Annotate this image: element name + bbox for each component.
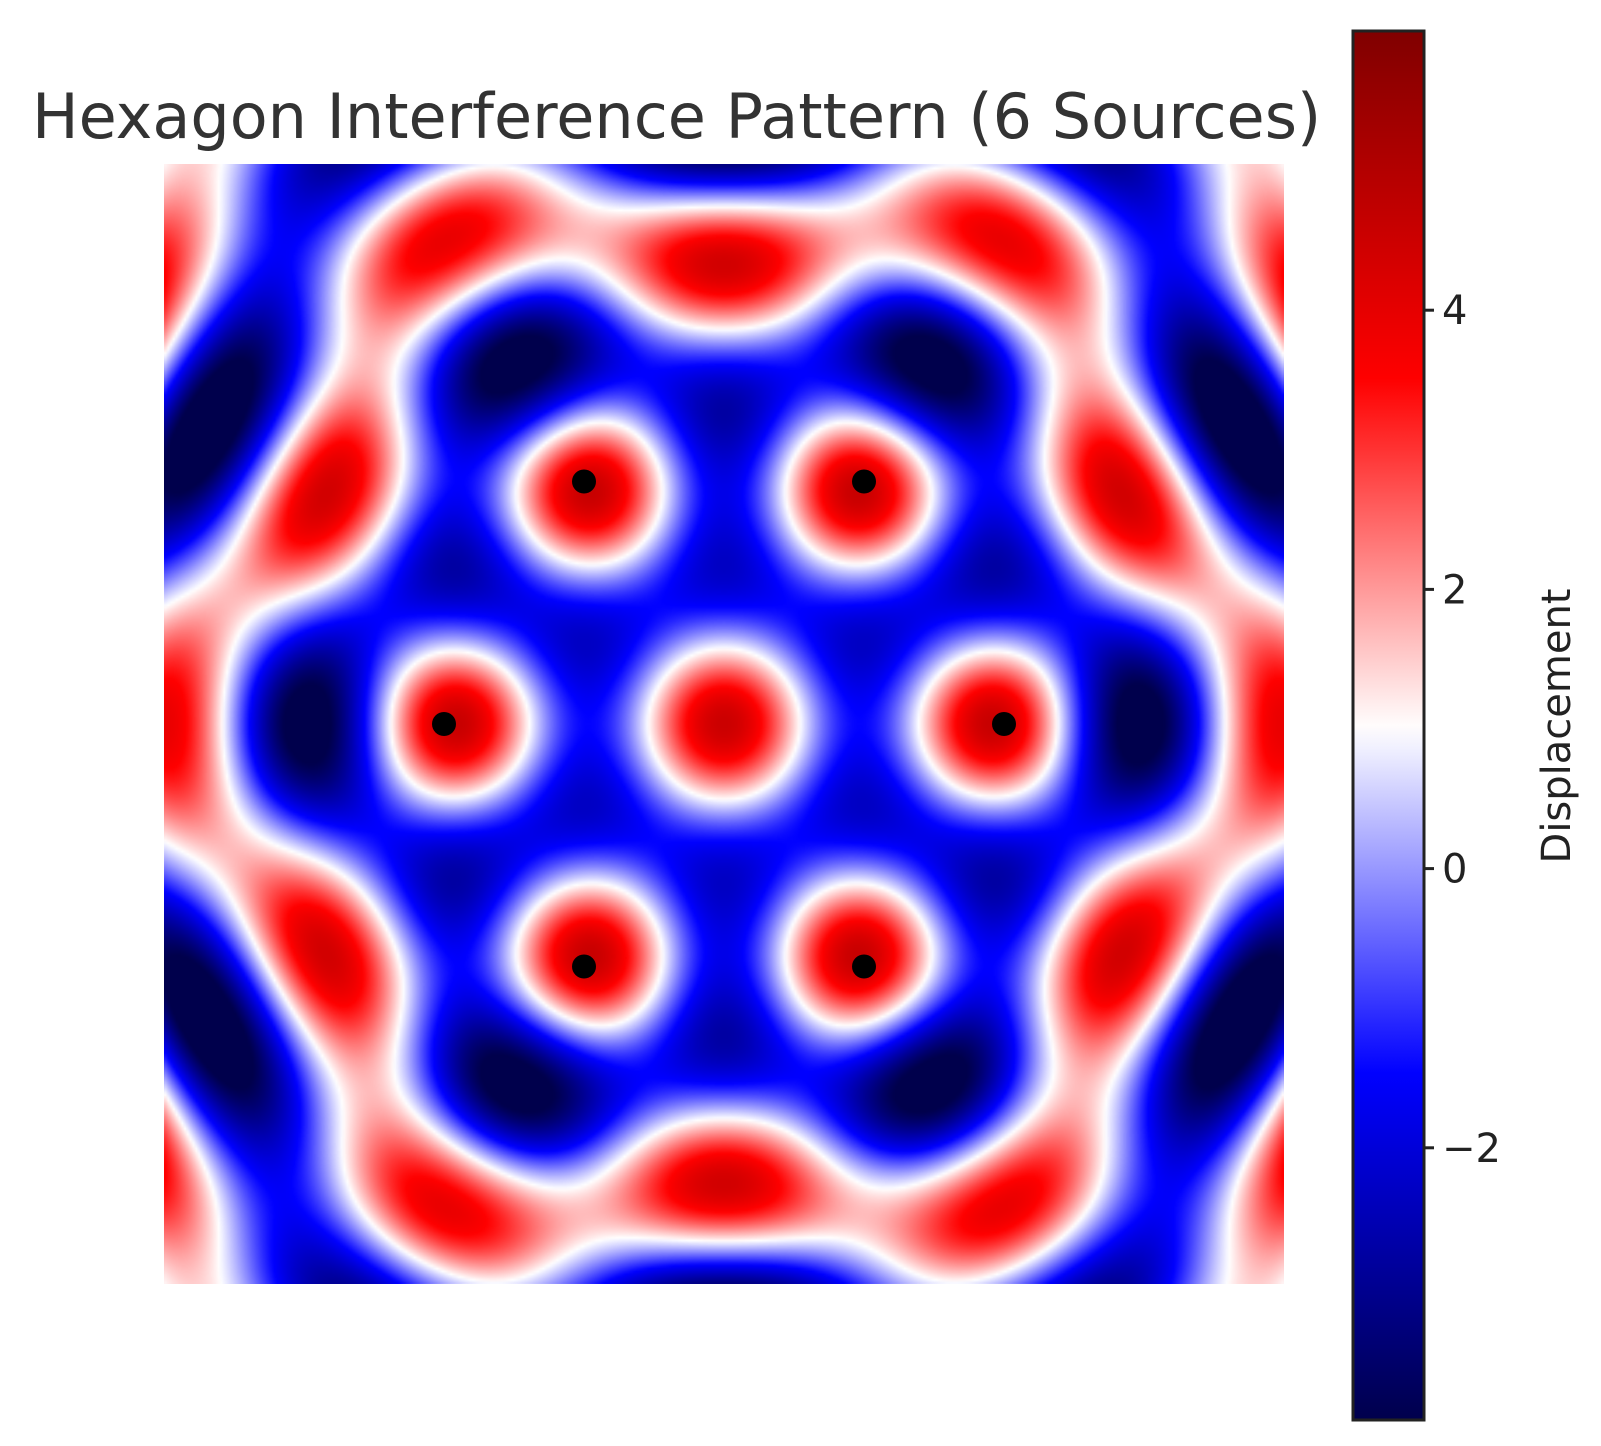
chart-title: Hexagon Interference Pattern (6 Sources) (32, 80, 1321, 153)
colorbar-tick-label-2: 0 (1442, 847, 1467, 893)
source-marker-2 (852, 469, 876, 494)
source-marker-4 (432, 712, 456, 736)
source-marker-3 (572, 469, 596, 494)
source-marker-5 (572, 954, 596, 979)
source-markers (432, 469, 1016, 979)
colorbar-ticks: −2 0 2 4 (1424, 288, 1501, 1172)
colorbar-tick-label-1: −2 (1442, 1126, 1501, 1172)
source-marker-6 (852, 954, 876, 979)
interference-heatmap (164, 164, 1284, 1284)
colorbar-tick-label-4: 4 (1442, 288, 1467, 334)
colorbar-tick-label-3: 2 (1442, 567, 1467, 613)
source-marker-1 (992, 712, 1016, 736)
colorbar-label: Displacement (1534, 589, 1580, 864)
colorbar (1351, 29, 1426, 1422)
